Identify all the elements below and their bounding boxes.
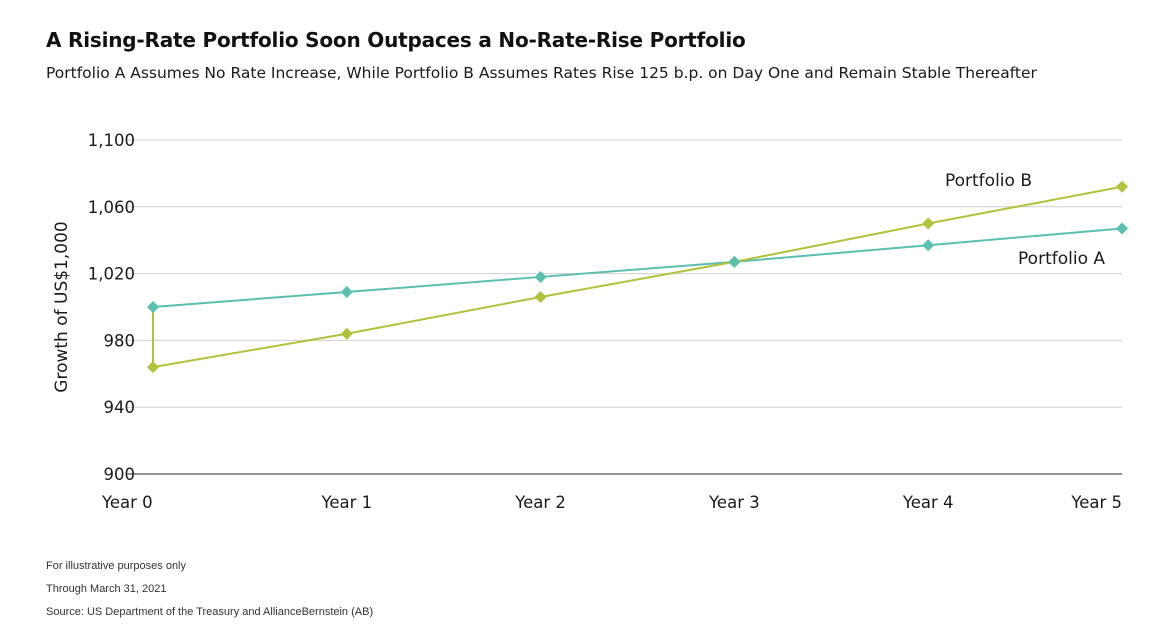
y-tick-label: 940	[104, 398, 136, 417]
y-tick-label: 900	[104, 465, 136, 484]
x-tick-label: Year 0	[101, 493, 153, 512]
data-point-marker	[1116, 222, 1128, 235]
series-label-portfolio-b: Portfolio B	[945, 171, 1032, 191]
data-point-marker	[922, 239, 935, 252]
y-axis-label: Growth of US$1,000	[52, 221, 72, 392]
footnote-source: Source: US Department of the Treasury an…	[46, 606, 374, 618]
y-tick-label: 980	[104, 331, 136, 350]
data-point-marker	[340, 327, 353, 340]
x-tick-label: Year 5	[1070, 493, 1122, 512]
footnote-date: Through March 31, 2021	[46, 583, 167, 595]
data-point-marker	[1116, 180, 1128, 193]
series-line-portfolio-b	[152, 185, 1123, 369]
chart-title: A Rising-Rate Portfolio Soon Outpaces a …	[46, 28, 746, 52]
data-point-marker	[728, 255, 741, 268]
y-tick-label: 1,020	[88, 265, 135, 284]
x-tick-label: Year 3	[708, 493, 760, 512]
y-tick-label: 1,060	[88, 198, 135, 217]
data-point-marker	[147, 361, 159, 374]
data-point-marker	[340, 285, 353, 298]
series-line-portfolio-a	[152, 227, 1123, 308]
x-tick-label: Year 1	[320, 493, 372, 512]
x-tick-label: Year 2	[514, 493, 566, 512]
data-point-marker	[922, 217, 935, 230]
footnote-illustrative: For illustrative purposes only	[46, 560, 187, 572]
footnotes: For illustrative purposes only Through M…	[46, 558, 373, 627]
series-label-portfolio-a: Portfolio A	[1018, 249, 1105, 269]
data-point-marker	[534, 270, 547, 283]
chart-subtitle: Portfolio A Assumes No Rate Increase, Wh…	[46, 64, 1037, 82]
x-tick-label: Year 4	[902, 493, 954, 512]
data-point-marker	[534, 290, 547, 303]
y-tick-label: 1,100	[88, 131, 135, 150]
data-point-marker	[147, 301, 159, 313]
